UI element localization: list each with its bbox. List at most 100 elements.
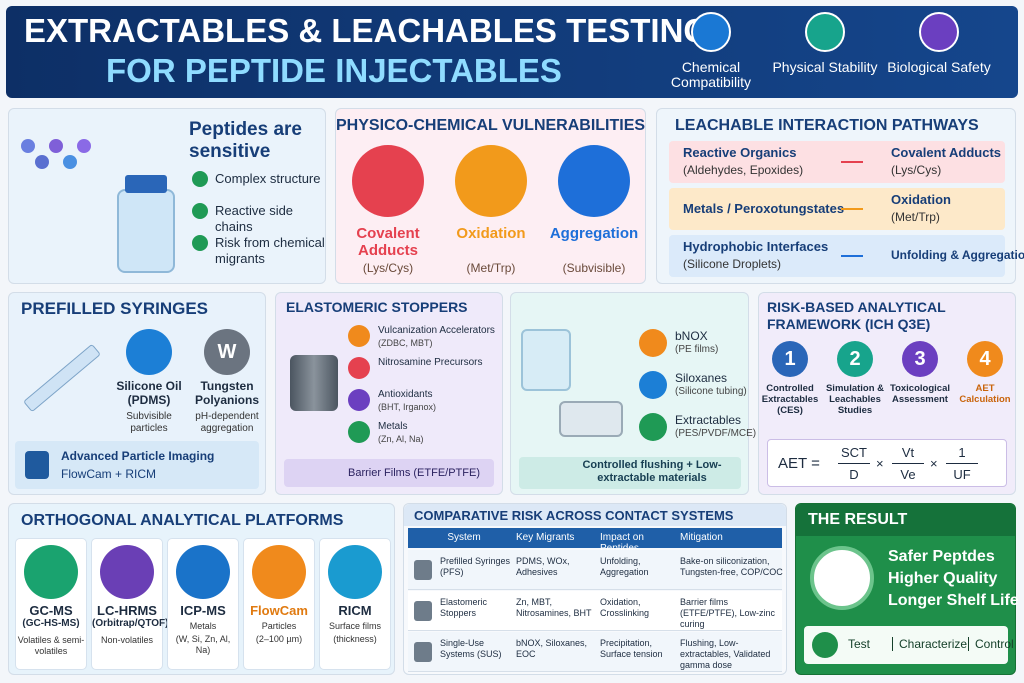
- imaging-box: Advanced Particle Imaging FlowCam + RICM: [15, 441, 259, 489]
- item-icon: [639, 413, 667, 441]
- platform-detail: (2–100 µm): [255, 634, 303, 644]
- item-icon: [348, 325, 370, 347]
- platform-detail: (thickness): [333, 634, 377, 644]
- platform-card: RICM Surface films (thickness): [319, 538, 391, 670]
- platform-note: Volatiles & semi-volatiles: [17, 635, 85, 656]
- list-item: Reactive side chains: [215, 203, 294, 234]
- footer-shield: [812, 632, 838, 658]
- platform-sub: (GC-HS-MS): [22, 618, 80, 629]
- list-item: Risk from chemical migrants: [215, 235, 325, 266]
- fraction-bar: [946, 463, 978, 464]
- item-name: Metals: [378, 421, 408, 432]
- result-line: Higher Quality: [888, 570, 998, 587]
- table-row: Prefilled Syringes (PFS) PDMS, WOx, Adhes…: [408, 550, 783, 590]
- table-cell: Unfolding, Aggregation: [600, 556, 649, 577]
- column-header: Impact on Peptides: [600, 532, 644, 554]
- platform-icon: [176, 545, 230, 599]
- footer-word: Characterize: [892, 637, 967, 651]
- platform-note: Metals: [189, 621, 217, 631]
- platform-name: ICP-MS: [180, 603, 226, 618]
- badge-icon: [691, 12, 731, 52]
- platform-name: FlowCam: [250, 603, 308, 618]
- item-name: Vulcanization Accelerators: [378, 325, 495, 336]
- panel-title: THE RESULT: [796, 504, 1015, 536]
- syringes-panel: PREFILLED SYRINGES Silicone Oil (PDMS) Sub…: [8, 292, 266, 495]
- step-circle: 2: [837, 341, 873, 377]
- step-label: Controlled Extractables (CES): [761, 383, 819, 416]
- stopper: [290, 355, 338, 411]
- panel-title: ORTHOGONAL ANALYTICAL PLATFORMS: [21, 512, 344, 529]
- platform-icon: [328, 545, 382, 599]
- platform-card: ICP-MS Metals (W, Si, Zn, Al, Na): [167, 538, 239, 670]
- table-cell: Barrier films (ETFE/PTFE), Low-zinc curi…: [680, 597, 776, 629]
- item-name: Tungsten Polyanions: [194, 379, 259, 407]
- item-icon: [639, 329, 667, 357]
- item-name: Siloxanes: [675, 371, 728, 385]
- arrow: [841, 255, 863, 257]
- badge-label: Biological Safety: [887, 59, 991, 75]
- badge-label: Physical Stability: [772, 59, 878, 75]
- result-line: Safer Peptdes: [888, 548, 995, 565]
- table-cell: Zn, MBT, Nitrosamines, BHT: [516, 597, 592, 618]
- column-header: Key Migrants: [516, 532, 575, 543]
- times: ×: [930, 456, 938, 471]
- column-header: Mitigation: [680, 532, 723, 543]
- pathway-source-note: (Aldehydes, Epoxides): [683, 163, 804, 177]
- fraction-bar: [892, 463, 924, 464]
- step-circle: 1: [772, 341, 808, 377]
- list-item: Complex structure: [215, 171, 321, 186]
- vulnerability-note: (Lys/Cys): [362, 261, 414, 275]
- pathway-effect: Covalent Adducts: [891, 145, 1002, 160]
- comparison-panel: COMPARATIVE RISK ACROSS CONTACT SYSTEMS S…: [403, 503, 787, 675]
- arrow: [841, 208, 863, 210]
- pathway-source: Metals / Peroxotungstates: [683, 201, 845, 216]
- formula-box: AET = SCT D × Vt Ve × 1 UF: [767, 439, 1007, 487]
- platform-note: Non-volatiles: [100, 635, 154, 645]
- platform-name: RICM: [338, 603, 372, 618]
- system-icon: [414, 642, 432, 662]
- item-name: bNOX: [675, 329, 708, 343]
- panel-title: COMPARATIVE RISK ACROSS CONTACT SYSTEMS: [404, 504, 786, 526]
- imaging-subtitle: FlowCam + RICM: [61, 467, 157, 481]
- framework-panel: RISK-BASED ANALYTICAL FRAMEWORK (ICH Q3E…: [758, 292, 1016, 495]
- platform-note: Surface films: [328, 621, 381, 631]
- step-label: Toxicological Assessment: [889, 383, 950, 405]
- syringe: [23, 343, 101, 413]
- vulnerability-name: Oxidation: [456, 225, 526, 242]
- item-note: (ZDBC, MBT): [378, 338, 433, 348]
- vulnerability-icon: [558, 145, 630, 217]
- table-header: System Key Migrants Impact on Peptides Miti…: [408, 528, 782, 554]
- result-footer: Test Characterize Control: [804, 626, 1014, 664]
- numerator: 1: [958, 445, 966, 460]
- item-note: (PE films): [675, 344, 719, 355]
- denominator: UF: [953, 467, 971, 482]
- table-cell: Oxidation, Crosslinking: [600, 597, 650, 618]
- vulnerability-note: (Subvisible): [562, 261, 626, 275]
- check-icon: [192, 235, 208, 251]
- table-cell: Prefilled Syringes (PFS): [440, 556, 511, 577]
- item-icon: W: [204, 329, 250, 375]
- panel-title: Peptides are sensitive: [189, 119, 302, 162]
- platform-name: GC-MS: [29, 603, 73, 618]
- panel-title: LEACHABLE INTERACTION PATHWAYS: [675, 117, 979, 134]
- pathway-effect: Unfolding & Aggregation: [891, 248, 1024, 262]
- vulnerability-name: Aggregation: [549, 225, 639, 242]
- item-icon: [348, 389, 370, 411]
- table-cell: bNOX, Siloxanes, EOC: [516, 638, 588, 659]
- fraction-bar: [838, 463, 870, 464]
- vulnerabilities-panel: PHYSICO-CHEMICAL VULNERABILITIES Covalent…: [335, 108, 646, 284]
- step-circle: 4: [967, 341, 1003, 377]
- table-cell: Flushing, Low-extractables, Validated ga…: [680, 638, 771, 670]
- denominator: D: [849, 467, 859, 482]
- bead: [63, 155, 77, 169]
- header: EXTRACTABLES & LEACHABLES TESTING FOR PE…: [6, 6, 1018, 98]
- table-cell: PDMS, WOx, Adhesives: [516, 556, 570, 577]
- title-line-2: FOR PEPTIDE INJECTABLES: [106, 52, 562, 89]
- title-line-1: EXTRACTABLES & LEACHABLES TESTING: [24, 12, 710, 49]
- item-icon: [126, 329, 172, 375]
- single-use-panel: bNOX (PE films) Siloxanes (Silicone tubing)…: [510, 292, 756, 495]
- system-icon: [414, 560, 432, 580]
- arrow: [841, 161, 863, 163]
- microscope-icon: [25, 451, 49, 479]
- numerator: Vt: [901, 445, 915, 460]
